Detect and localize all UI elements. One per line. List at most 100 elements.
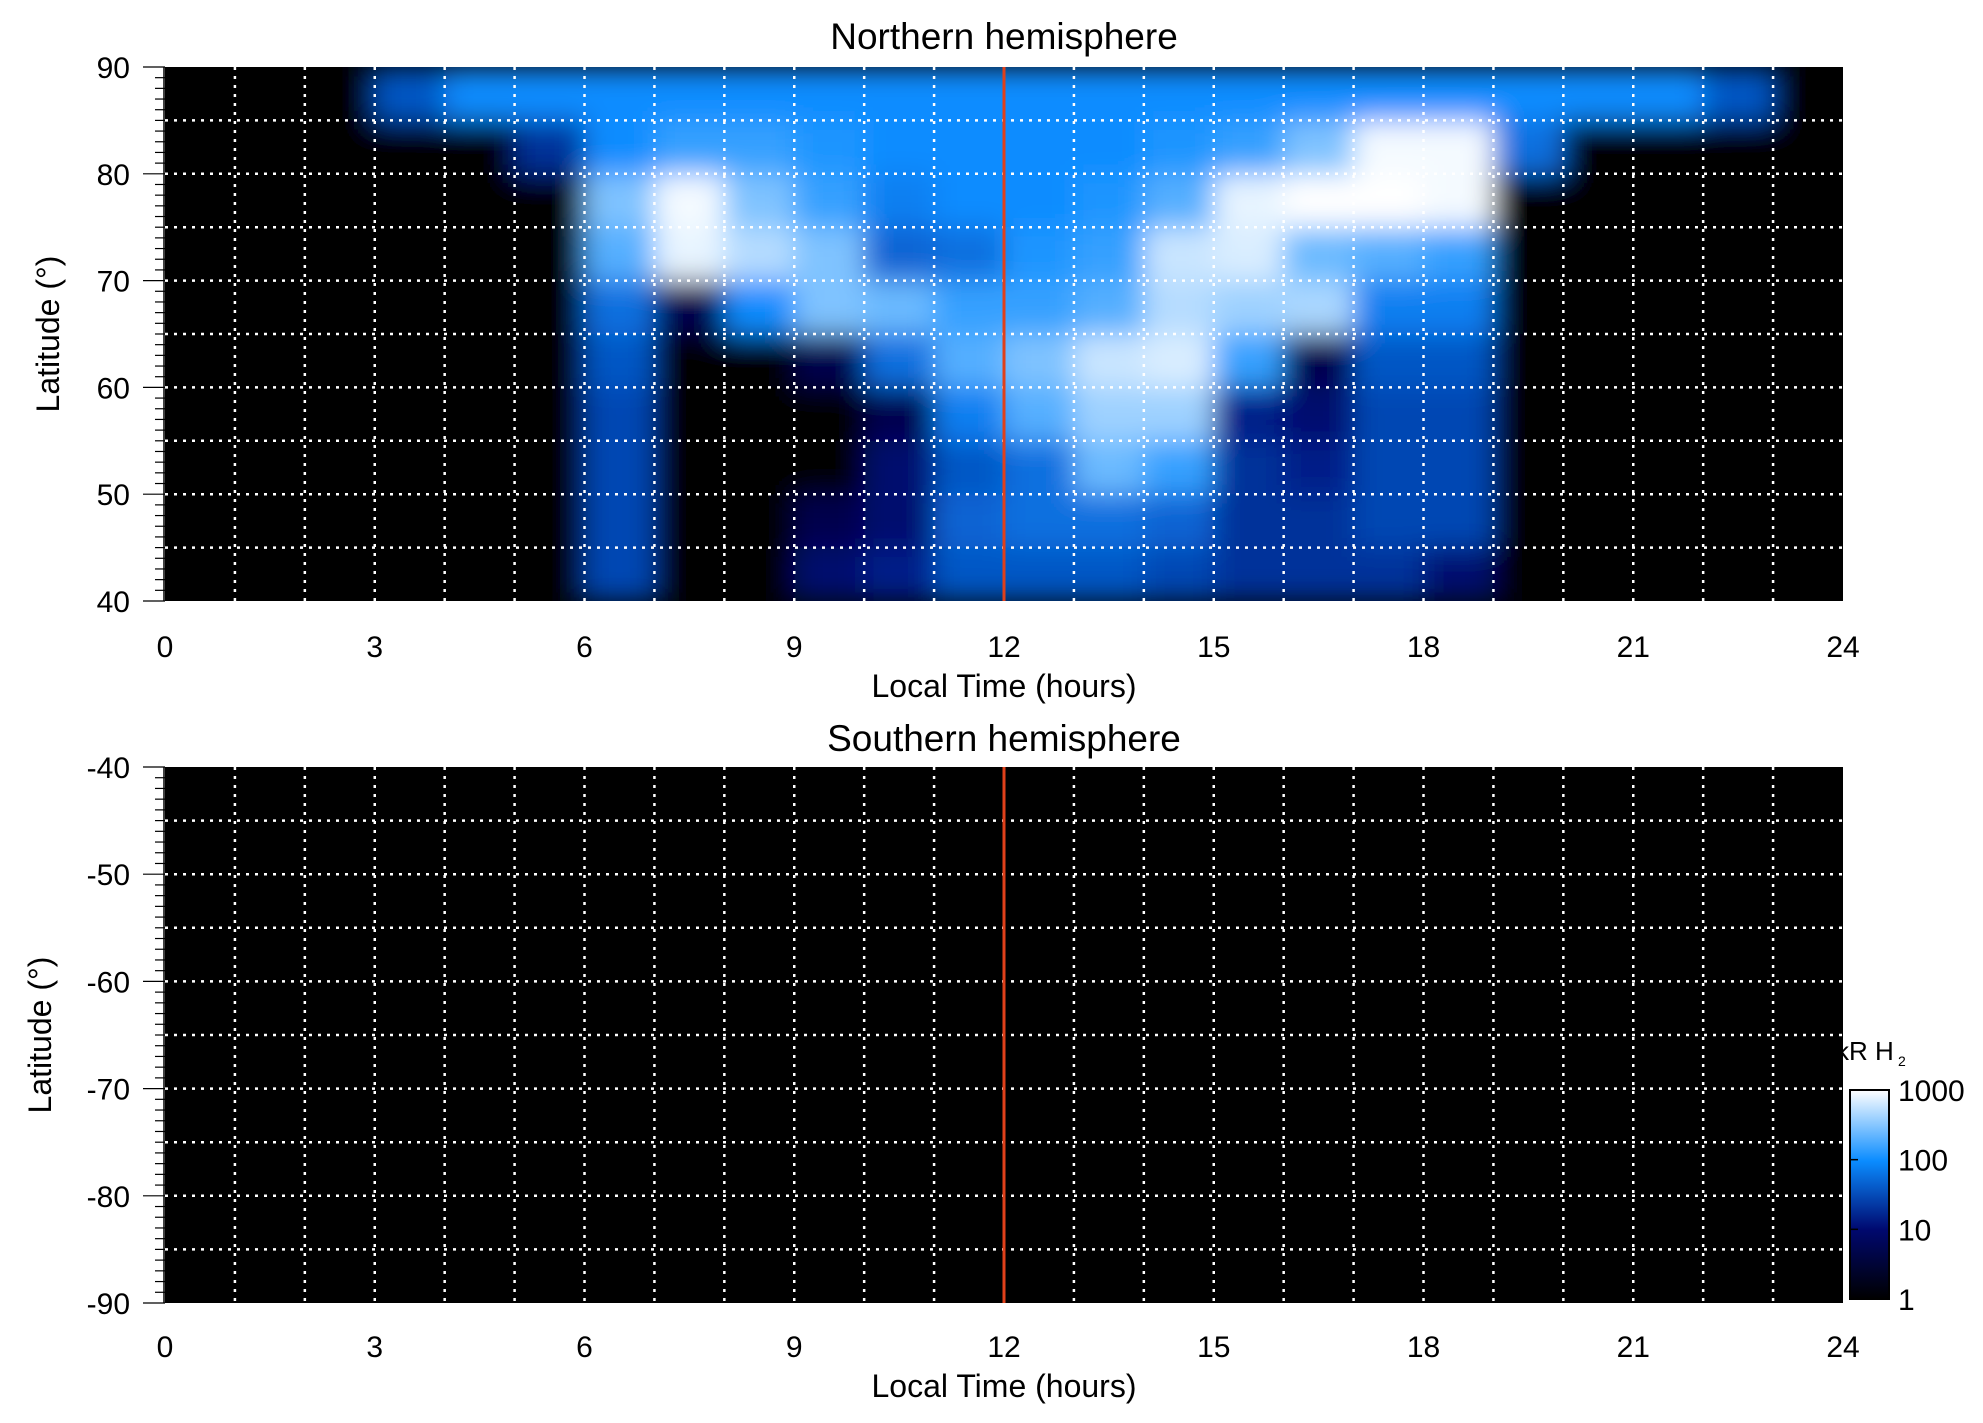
x-tick-label: 3: [366, 631, 383, 664]
heatmap-cell: [234, 227, 306, 282]
heatmap-cell: [1703, 173, 1775, 229]
x-tick-label: 18: [1407, 1331, 1440, 1364]
y-tick-label: -70: [87, 1074, 130, 1107]
heatmap-cell: [864, 280, 936, 335]
y-tick-label: -40: [87, 752, 130, 785]
heatmap-cell: [1633, 280, 1705, 335]
heatmap-cell: [1563, 173, 1635, 229]
heatmap-cell: [374, 494, 446, 549]
heatmap-cell: [514, 67, 586, 122]
y-tick-label: 90: [97, 52, 130, 85]
heatmap-cell: [1773, 67, 1843, 122]
x-tick-label: 21: [1617, 631, 1650, 664]
heatmap-cell: [1773, 227, 1843, 282]
heatmap-cell: [444, 547, 516, 601]
heatmap-cell: [1773, 120, 1843, 175]
heatmap-cell: [374, 120, 446, 175]
heatmap-cell: [1493, 494, 1565, 549]
heatmap-cell: [234, 67, 306, 122]
heatmap-cell: [1773, 494, 1843, 549]
y-tick-label: 70: [97, 266, 130, 299]
heatmap-cell: [165, 280, 236, 335]
heatmap-cell: [1703, 547, 1775, 601]
heatmap-cell: [1073, 173, 1145, 229]
heatmap-cell: [724, 440, 796, 496]
heatmap-cell: [864, 120, 936, 175]
heatmap-cell: [794, 547, 866, 601]
heatmap-cell: [444, 334, 516, 389]
x-tick-label: 6: [576, 1331, 593, 1364]
heatmap-cell: [1143, 387, 1215, 442]
heatmap-cell: [1423, 547, 1495, 601]
heatmap-cell: [864, 67, 936, 122]
heatmap-cell: [1283, 280, 1355, 335]
y-axis-label: Latitude (°): [30, 256, 66, 413]
heatmap-cell: [1004, 334, 1075, 389]
heatmap-cell: [444, 120, 516, 175]
heatmap-cell: [1773, 440, 1843, 496]
heatmap-cell: [1563, 67, 1635, 122]
panel-north: 40 50 60 70 80 90 0 3 6 9 12 15 18 21 24 Northern hemis…: [30, 16, 1860, 704]
heatmap-cell: [234, 547, 306, 601]
heatmap-cell: [1493, 280, 1565, 335]
heatmap-cell: [1283, 547, 1355, 601]
heatmap-cell: [1703, 494, 1775, 549]
heatmap-cell: [1283, 494, 1355, 549]
heatmap-cell: [1353, 67, 1425, 122]
heatmap-cell: [584, 227, 656, 282]
heatmap-cell: [1633, 494, 1705, 549]
heatmap-cell: [1493, 334, 1565, 389]
heatmap-cell: [374, 280, 446, 335]
heatmap-cell: [234, 120, 306, 175]
colorbar-tick-label: 1: [1898, 1284, 1915, 1317]
heatmap-cell: [1563, 280, 1635, 335]
heatmap-cell: [1633, 173, 1705, 229]
heatmap-cell: [1423, 334, 1495, 389]
x-tick-label: 9: [786, 1331, 803, 1364]
heatmap-cell: [934, 494, 1005, 549]
y-tick-label: 60: [97, 372, 130, 405]
heatmap-cell: [1143, 67, 1215, 122]
heatmap-cell: [654, 494, 726, 549]
heatmap-cell: [165, 227, 236, 282]
heatmap-cell: [1073, 334, 1145, 389]
heatmap-cell: [444, 387, 516, 442]
heatmap-cell: [304, 547, 376, 601]
heatmap-cell: [444, 494, 516, 549]
heatmap-cell: [1423, 387, 1495, 442]
heatmap-cell: [1563, 547, 1635, 601]
heatmap-cell: [934, 387, 1005, 442]
heatmap-cell: [234, 387, 306, 442]
x-tick-label: 15: [1197, 631, 1230, 664]
heatmap-cell: [1633, 440, 1705, 496]
heatmap-cell: [934, 227, 1005, 282]
heatmap-cell: [864, 173, 936, 229]
heatmap-cell: [1703, 440, 1775, 496]
y-tick-label: -60: [87, 966, 130, 999]
heatmap-cell: [1143, 547, 1215, 601]
heatmap-cell: [234, 280, 306, 335]
heatmap-cell: [724, 280, 796, 335]
heatmap-cell: [584, 547, 656, 601]
heatmap-cell: [1703, 387, 1775, 442]
heatmap-cell: [1703, 227, 1775, 282]
heatmap-cell: [234, 494, 306, 549]
heatmap-cell: [1213, 440, 1285, 496]
heatmap-cell: [165, 67, 236, 122]
heatmap-cell: [514, 387, 586, 442]
colorbar-gradient: [1849, 1089, 1890, 1300]
x-tick-label: 3: [366, 1331, 383, 1364]
heatmap-cell: [1283, 387, 1355, 442]
heatmap-cell: [1143, 173, 1215, 229]
heatmap-cell: [1353, 387, 1425, 442]
heatmap-cell: [374, 387, 446, 442]
heatmap-cell: [1633, 227, 1705, 282]
heatmap-cell: [584, 387, 656, 442]
heatmap-cell: [1633, 67, 1705, 122]
heatmap-cell: [304, 120, 376, 175]
heatmap-cell: [1143, 494, 1215, 549]
heatmap-cell: [304, 227, 376, 282]
heatmap-cell: [374, 547, 446, 601]
heatmap-cell: [1633, 387, 1705, 442]
y-tick-label: -50: [87, 859, 130, 892]
